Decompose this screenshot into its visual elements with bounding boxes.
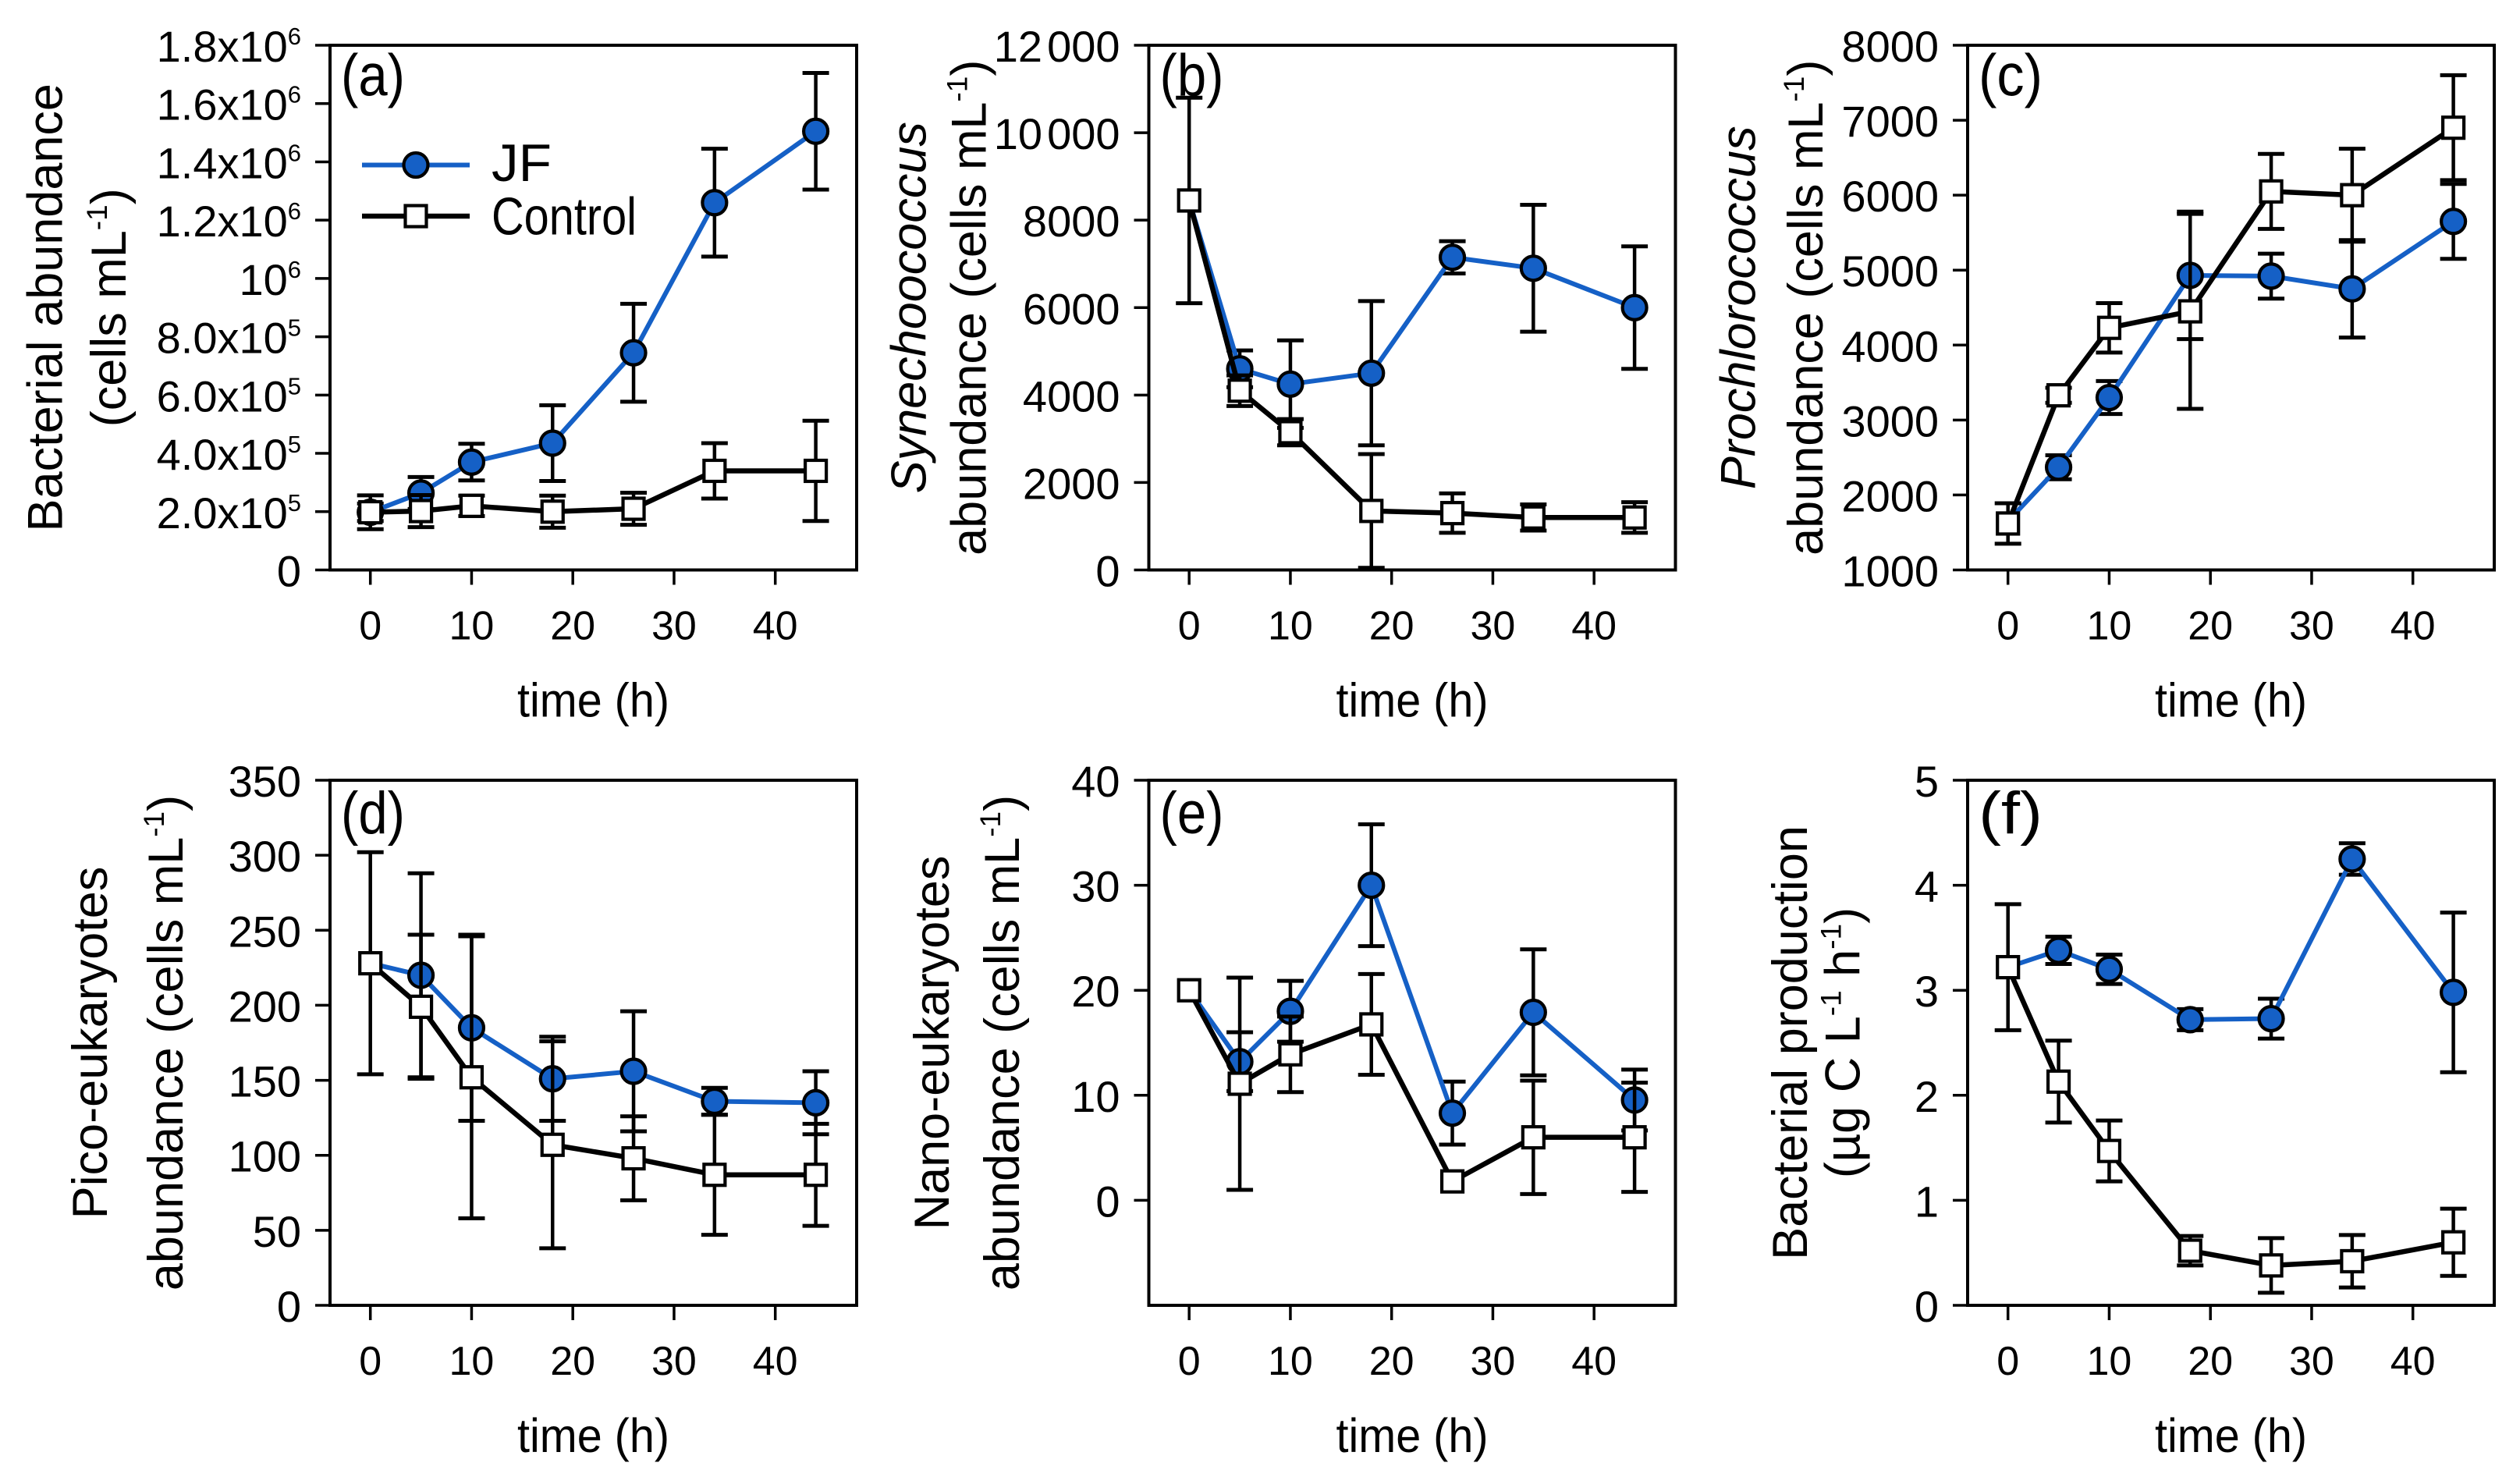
svg-text:20: 20 (2188, 1339, 2233, 1384)
svg-text:6.0x105: 6.0x105 (157, 371, 301, 421)
svg-text:0: 0 (359, 604, 382, 649)
svg-text:10: 10 (1268, 1339, 1313, 1384)
svg-text:0: 0 (1915, 1282, 1939, 1331)
svg-text:40: 40 (1071, 757, 1120, 806)
svg-text:6000: 6000 (1841, 172, 1939, 221)
svg-text:2.0x105: 2.0x105 (157, 488, 301, 538)
svg-text:30: 30 (1471, 604, 1516, 649)
svg-text:10: 10 (449, 604, 495, 649)
svg-text:Synechoococcus: Synechoococcus (882, 122, 937, 493)
svg-text:250: 250 (229, 907, 301, 956)
svg-text:1.6x106: 1.6x106 (157, 80, 301, 130)
svg-text:4: 4 (1915, 862, 1939, 911)
svg-text:7000: 7000 (1841, 97, 1939, 146)
svg-text:20: 20 (1071, 967, 1120, 1016)
svg-text:time (h): time (h) (1336, 1409, 1489, 1462)
svg-text:8000: 8000 (1841, 22, 1939, 71)
svg-text:time (h): time (h) (1336, 674, 1489, 727)
svg-text:Pico-eukaryotes: Pico-eukaryotes (63, 867, 118, 1220)
svg-text:4000: 4000 (1023, 371, 1120, 421)
svg-text:10: 10 (449, 1339, 495, 1384)
svg-text:(µg C L-1 h-1): (µg C L-1 h-1) (1815, 907, 1871, 1178)
svg-text:100: 100 (229, 1132, 301, 1181)
svg-text:20: 20 (1369, 1339, 1414, 1384)
svg-text:0: 0 (277, 547, 301, 596)
svg-text:8.0x105: 8.0x105 (157, 314, 301, 363)
svg-text:4000: 4000 (1841, 321, 1939, 371)
svg-text:300: 300 (229, 832, 301, 881)
svg-text:2000: 2000 (1841, 471, 1939, 520)
svg-text:Control: Control (492, 187, 637, 247)
svg-text:Bacterial production: Bacterial production (1763, 825, 1818, 1260)
svg-text:3000: 3000 (1841, 396, 1939, 446)
svg-text:40: 40 (753, 604, 798, 649)
svg-text:30: 30 (1471, 1339, 1516, 1384)
svg-text:350: 350 (229, 757, 301, 806)
svg-text:time (h): time (h) (2155, 1409, 2307, 1462)
svg-text:40: 40 (2390, 1339, 2436, 1384)
svg-text:1000: 1000 (1841, 547, 1939, 596)
svg-text:150: 150 (229, 1057, 301, 1106)
svg-text:time (h): time (h) (517, 674, 669, 727)
svg-text:0: 0 (1178, 604, 1201, 649)
svg-text:4.0x105: 4.0x105 (157, 430, 301, 479)
svg-text:200: 200 (229, 982, 301, 1031)
svg-text:30: 30 (1071, 862, 1120, 911)
svg-text:Prochlorococcus: Prochlorococcus (1712, 126, 1766, 489)
svg-text:10: 10 (2087, 1339, 2132, 1384)
svg-text:abundance (cells mL-1): abundance (cells mL-1) (1778, 60, 1833, 556)
svg-text:30: 30 (651, 604, 697, 649)
svg-text:0: 0 (1996, 1339, 2019, 1384)
svg-text:50: 50 (253, 1207, 301, 1256)
svg-text:Nano-eukaryotes: Nano-eukaryotes (905, 856, 960, 1230)
svg-text:time (h): time (h) (517, 1409, 669, 1462)
svg-text:(e): (e) (1160, 780, 1224, 847)
svg-text:3: 3 (1915, 967, 1939, 1016)
svg-text:10: 10 (1268, 604, 1313, 649)
svg-text:(a): (a) (341, 42, 405, 108)
svg-text:Bacterial abundance: Bacterial abundance (19, 83, 73, 531)
svg-text:20: 20 (550, 1339, 595, 1384)
svg-text:0: 0 (1095, 547, 1120, 596)
svg-text:2000: 2000 (1023, 459, 1120, 508)
svg-text:6000: 6000 (1023, 284, 1120, 333)
svg-text:1: 1 (1915, 1177, 1939, 1226)
svg-text:5: 5 (1915, 757, 1939, 806)
svg-text:30: 30 (2289, 604, 2334, 649)
svg-text:(d): (d) (341, 780, 405, 847)
svg-text:0: 0 (1996, 604, 2019, 649)
svg-text:(c): (c) (1979, 42, 2043, 108)
svg-text:30: 30 (2289, 1339, 2334, 1384)
svg-text:40: 40 (753, 1339, 798, 1384)
svg-text:10: 10 (1071, 1072, 1120, 1121)
svg-text:0: 0 (1178, 1339, 1201, 1384)
svg-text:abundance (cells mL-1): abundance (cells mL-1) (942, 60, 997, 556)
svg-text:20: 20 (1369, 604, 1414, 649)
svg-text:(b): (b) (1160, 42, 1224, 108)
svg-text:40: 40 (1571, 1339, 1617, 1384)
svg-text:40: 40 (2390, 604, 2436, 649)
svg-text:JF: JF (492, 133, 552, 193)
svg-text:1.8x106: 1.8x106 (157, 22, 301, 71)
svg-text:1.2x106: 1.2x106 (157, 197, 301, 246)
svg-text:20: 20 (2188, 604, 2233, 649)
svg-text:5000: 5000 (1841, 247, 1939, 296)
svg-text:20: 20 (550, 604, 595, 649)
svg-text:abundance (cells mL-1): abundance (cells mL-1) (974, 795, 1030, 1291)
svg-text:abundance (cells mL-1): abundance (cells mL-1) (138, 795, 193, 1291)
svg-text:0: 0 (277, 1282, 301, 1331)
svg-text:0: 0 (359, 1339, 382, 1384)
svg-text:10: 10 (2087, 604, 2132, 649)
svg-text:1.4x106: 1.4x106 (157, 138, 301, 187)
svg-text:8000: 8000 (1023, 197, 1120, 246)
svg-text:(f): (f) (1979, 780, 2043, 847)
svg-text:30: 30 (651, 1339, 697, 1384)
svg-text:40: 40 (1571, 604, 1617, 649)
svg-text:0: 0 (1095, 1177, 1120, 1226)
svg-text:time (h): time (h) (2155, 674, 2307, 727)
svg-text:2: 2 (1915, 1072, 1939, 1121)
